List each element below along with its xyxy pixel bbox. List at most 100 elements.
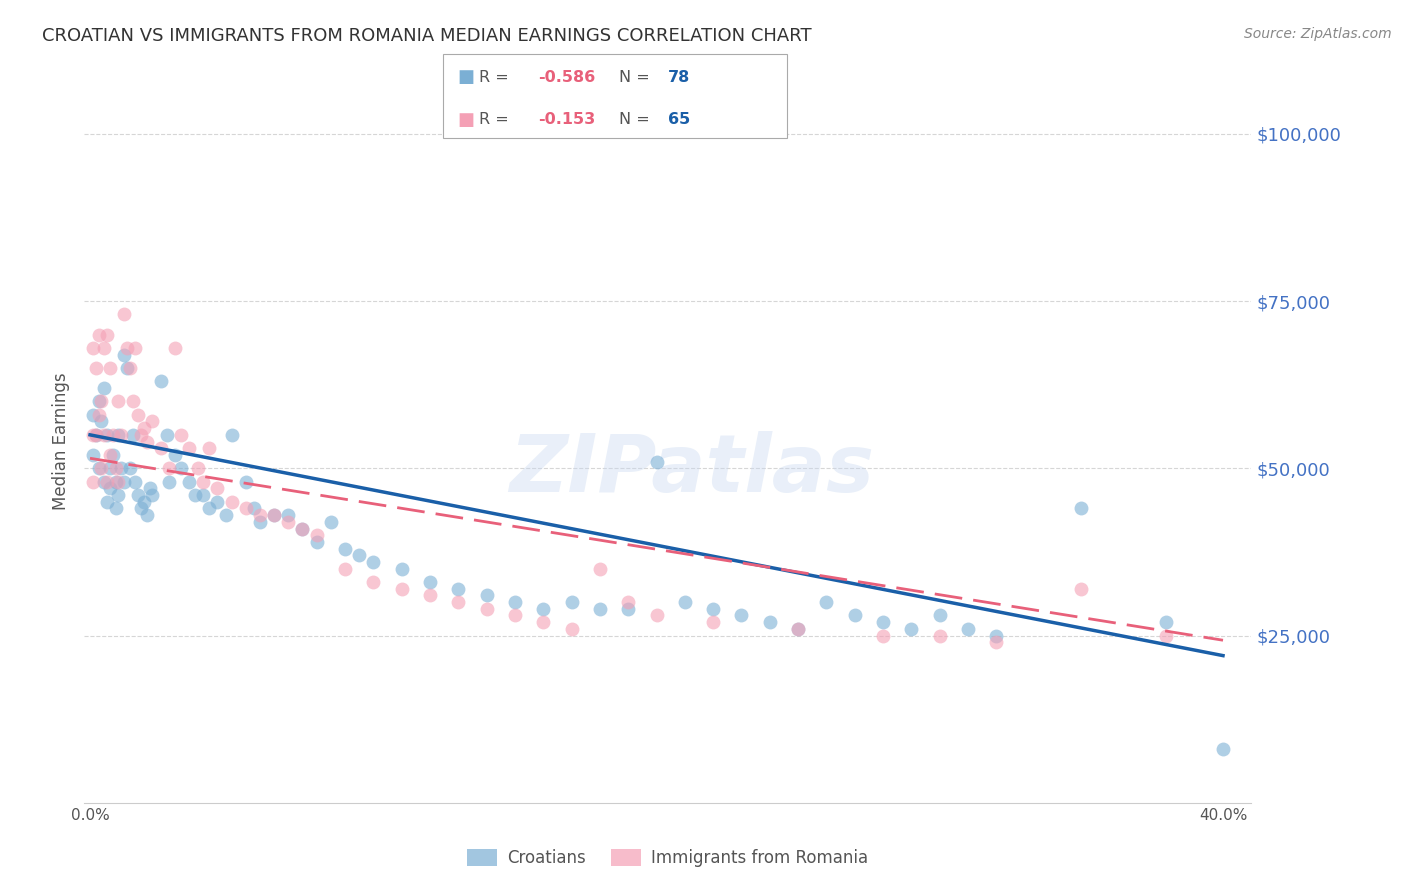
Point — [118, 361, 141, 376]
Point — [169, 427, 191, 442]
Point — [135, 508, 157, 523]
Point — [101, 448, 124, 462]
Point — [361, 555, 384, 569]
Point — [115, 341, 138, 355]
Point — [107, 394, 129, 409]
Point — [82, 427, 104, 442]
Point — [730, 608, 752, 623]
Point — [129, 427, 152, 442]
Point — [447, 595, 470, 609]
Point — [986, 635, 1008, 649]
Point — [347, 548, 370, 563]
Text: Source: ZipAtlas.com: Source: ZipAtlas.com — [1244, 27, 1392, 41]
Point — [263, 508, 285, 523]
Point — [702, 602, 724, 616]
Point — [93, 427, 115, 442]
Point — [101, 427, 124, 442]
Point — [419, 589, 441, 603]
Point — [475, 589, 498, 603]
Point — [107, 488, 129, 502]
Point — [645, 608, 668, 623]
Point — [221, 427, 243, 442]
Point — [149, 441, 172, 455]
Point — [157, 461, 180, 475]
Point — [132, 421, 155, 435]
Point — [617, 602, 640, 616]
Point — [277, 515, 299, 529]
Point — [986, 628, 1008, 642]
Point — [107, 475, 129, 489]
Point — [107, 427, 129, 442]
Point — [179, 475, 201, 489]
Point — [333, 562, 356, 576]
Point — [84, 427, 107, 442]
Point — [98, 448, 121, 462]
Text: ZIPatlas: ZIPatlas — [509, 432, 873, 509]
Point — [673, 595, 696, 609]
Point — [291, 521, 314, 535]
Point — [141, 414, 163, 428]
Point — [127, 488, 149, 502]
Point — [207, 494, 229, 508]
Point — [957, 622, 980, 636]
Point — [98, 361, 121, 376]
Point — [787, 622, 810, 636]
Point — [617, 595, 640, 609]
Point — [87, 408, 110, 422]
Point — [141, 488, 163, 502]
Point — [104, 461, 127, 475]
Point — [96, 494, 118, 508]
Point — [115, 361, 138, 376]
Point — [98, 461, 121, 475]
Point — [112, 348, 135, 362]
Point — [155, 427, 177, 442]
Point — [249, 508, 271, 523]
Point — [82, 448, 104, 462]
Point — [759, 615, 782, 630]
Point — [121, 394, 143, 409]
Point — [221, 494, 243, 508]
Point — [90, 414, 112, 428]
Point — [702, 615, 724, 630]
Point — [198, 501, 221, 516]
Point — [531, 615, 554, 630]
Point — [87, 327, 110, 342]
Point — [277, 508, 299, 523]
Point — [112, 475, 135, 489]
Text: R =: R = — [479, 112, 515, 128]
Point — [787, 622, 810, 636]
Point — [87, 461, 110, 475]
Point — [589, 562, 612, 576]
Point — [132, 494, 155, 508]
Point — [184, 488, 207, 502]
Point — [118, 461, 141, 475]
Point — [419, 575, 441, 590]
Point — [135, 434, 157, 449]
Point — [93, 381, 115, 395]
Point — [82, 475, 104, 489]
Point — [98, 482, 121, 496]
Point — [305, 534, 328, 549]
Point — [149, 375, 172, 389]
Point — [82, 408, 104, 422]
Point — [121, 427, 143, 442]
Point — [243, 501, 266, 516]
Point — [235, 475, 257, 489]
Point — [235, 501, 257, 516]
Point — [215, 508, 238, 523]
Point — [900, 622, 922, 636]
Point — [503, 608, 526, 623]
Point — [124, 341, 146, 355]
Text: 65: 65 — [668, 112, 690, 128]
Point — [93, 341, 115, 355]
Point — [193, 488, 215, 502]
Point — [198, 441, 221, 455]
Point — [391, 562, 413, 576]
Point — [263, 508, 285, 523]
Text: ■: ■ — [457, 111, 474, 128]
Point — [1212, 742, 1234, 756]
Point — [127, 408, 149, 422]
Point — [110, 461, 132, 475]
Y-axis label: Median Earnings: Median Earnings — [52, 373, 70, 510]
Point — [844, 608, 866, 623]
